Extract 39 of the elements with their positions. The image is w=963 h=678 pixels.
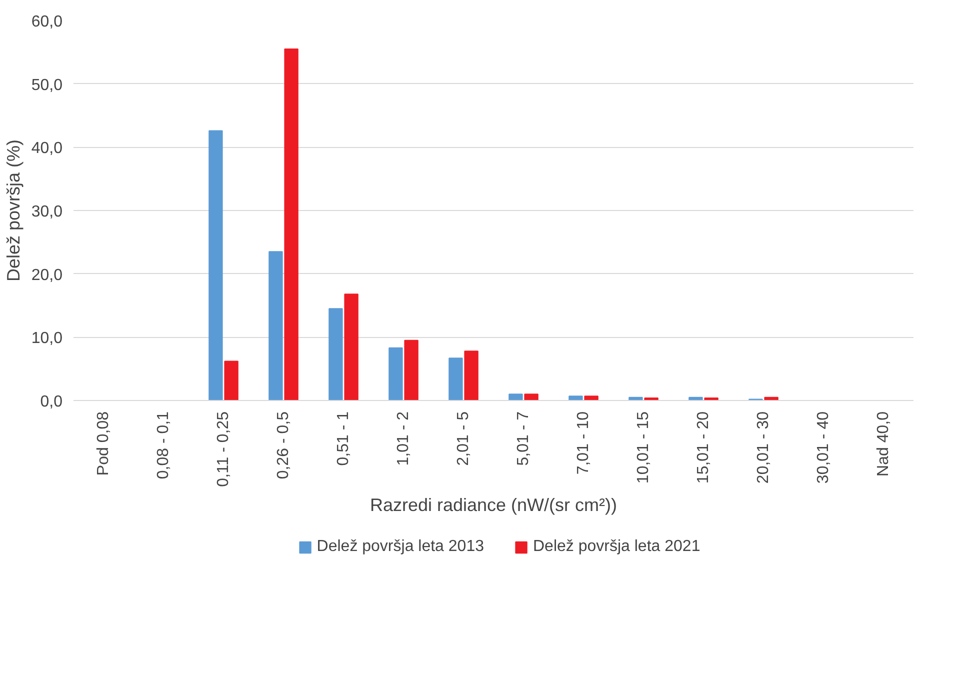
- y-tick-label: 60,0: [31, 14, 63, 30]
- y-tick-label: 20,0: [31, 266, 63, 284]
- x-tick-label: 30,01 - 40: [815, 411, 832, 484]
- x-tick-label: 2,01 - 5: [455, 411, 472, 466]
- bar: [268, 251, 283, 400]
- x-tick-label: 0,08 - 0,1: [155, 411, 172, 480]
- x-axis-title: Razredi radiance (nW/(sr cm²)): [370, 494, 618, 515]
- bar: [284, 48, 298, 400]
- bar: [328, 308, 343, 400]
- bar: [464, 350, 478, 400]
- bar: [224, 360, 238, 400]
- bar: [568, 396, 583, 400]
- bar: [508, 394, 523, 400]
- x-tick-label: 20,01 - 30: [755, 411, 772, 484]
- x-tick-label: Pod 0,08: [95, 411, 112, 476]
- bar: [448, 358, 463, 400]
- y-axis-title: Delež površja (%): [3, 139, 24, 282]
- x-tick-label: Nad 40,0: [875, 411, 892, 476]
- bar: [388, 347, 403, 400]
- bar: [208, 130, 223, 400]
- legend-label: Delež površja leta 2021: [533, 538, 700, 556]
- x-tick-label: 15,01 - 20: [695, 411, 712, 484]
- y-tick-label: 50,0: [31, 76, 63, 94]
- bar: [404, 340, 418, 400]
- x-tick-label: 5,01 - 7: [515, 411, 532, 466]
- legend-label: Delež površja leta 2013: [316, 538, 484, 556]
- y-tick-label: 0,0: [40, 394, 63, 410]
- x-tick-label: 0,51 - 1: [335, 411, 352, 466]
- x-tick-label: 1,01 - 2: [395, 411, 412, 466]
- y-tick-label: 30,0: [31, 204, 63, 220]
- bar: [524, 394, 538, 400]
- y-tick-label: 10,0: [31, 330, 63, 348]
- bar: [344, 294, 358, 400]
- bar: [584, 396, 598, 400]
- x-tick-label: 7,01 - 10: [575, 411, 592, 475]
- x-tick-label: 0,26 - 0,5: [275, 411, 292, 480]
- x-tick-label: 10,01 - 15: [635, 411, 652, 484]
- y-tick-label: 40,0: [31, 140, 63, 158]
- x-tick-label: 0,11 - 0,25: [215, 411, 232, 487]
